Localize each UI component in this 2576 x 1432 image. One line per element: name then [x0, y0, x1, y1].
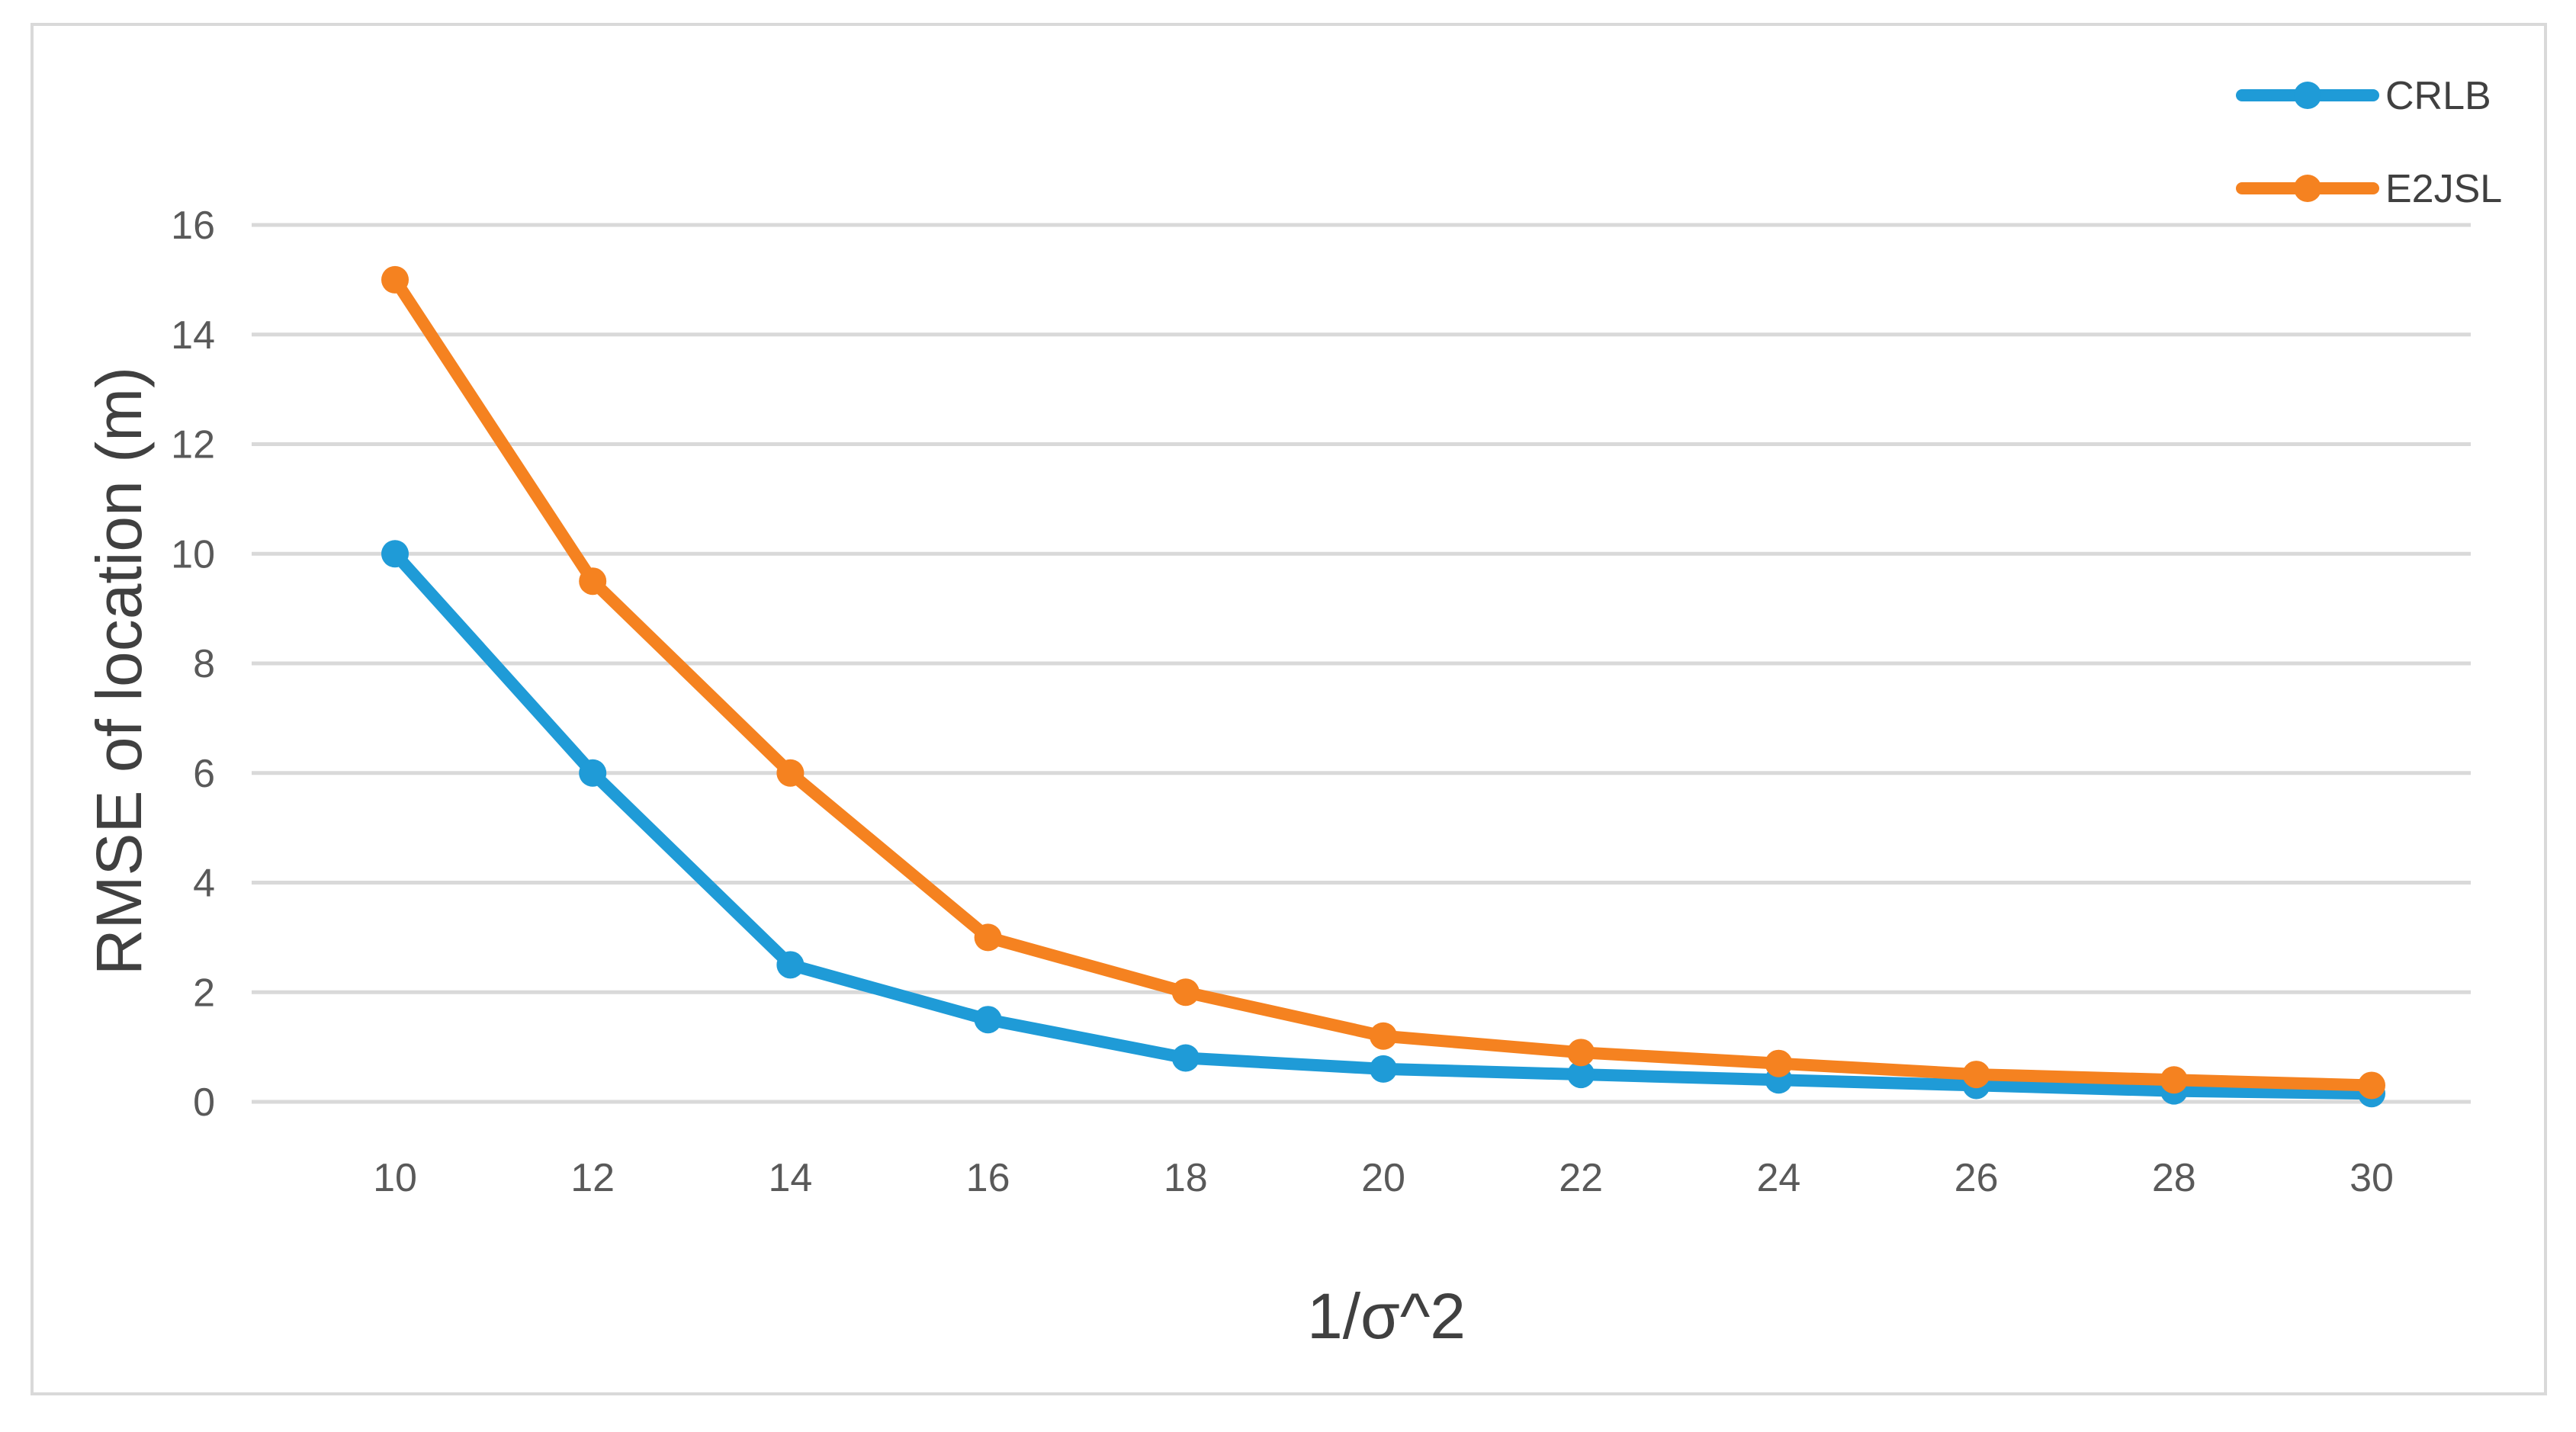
legend-label: CRLB: [2385, 74, 2491, 118]
legend-item-crlb: CRLB: [2236, 74, 2491, 118]
x-tick-label: 12: [570, 1156, 615, 1200]
x-axis-ticks: 10 12 14 16 18 20 22 24 26 28 30: [373, 1156, 2394, 1200]
data-point: [776, 951, 805, 979]
y-tick-label: 0: [193, 1080, 215, 1125]
data-point: [974, 923, 1002, 952]
legend-marker: [2294, 82, 2321, 109]
data-point: [1567, 1061, 1595, 1089]
legend: CRLB E2JSL: [2236, 74, 2502, 211]
legend-marker: [2294, 175, 2321, 202]
data-point: [1171, 978, 1200, 1007]
data-point: [579, 567, 607, 596]
data-point: [579, 759, 607, 787]
y-tick-label: 14: [171, 313, 215, 358]
data-point: [381, 540, 409, 568]
y-axis-ticks: 0 2 4 6 8 10 12 14 16: [171, 204, 215, 1125]
data-point: [1962, 1061, 1990, 1089]
y-tick-label: 16: [171, 204, 215, 248]
x-tick-label: 28: [2152, 1156, 2196, 1200]
data-point: [2160, 1066, 2188, 1094]
data-point: [1370, 1055, 1397, 1083]
y-axis-title: RMSE of location (m): [83, 367, 155, 975]
y-tick-label: 6: [193, 752, 215, 796]
x-tick-label: 10: [373, 1156, 417, 1200]
data-point: [1567, 1039, 1595, 1067]
data-point: [1171, 1044, 1200, 1072]
y-tick-label: 8: [193, 642, 215, 686]
series-e2jsl: [381, 265, 2385, 1100]
data-point: [381, 265, 409, 294]
x-tick-label: 22: [1559, 1156, 1603, 1200]
x-tick-label: 24: [1756, 1156, 1800, 1200]
y-tick-label: 4: [193, 862, 215, 906]
y-tick-label: 12: [171, 423, 215, 467]
series-line: [389, 547, 2378, 1100]
series-layer: [381, 265, 2385, 1108]
y-tick-label: 2: [193, 971, 215, 1015]
y-tick-label: 10: [171, 532, 215, 576]
chart-frame: [31, 23, 2547, 1395]
data-point: [776, 759, 805, 787]
x-tick-label: 14: [768, 1156, 812, 1200]
legend-label: E2JSL: [2385, 167, 2502, 211]
x-axis-title: 1/σ^2: [1307, 1280, 1466, 1352]
data-point: [974, 1006, 1002, 1034]
legend-item-e2jsl: E2JSL: [2236, 167, 2502, 211]
gridlines: [252, 223, 2471, 1104]
x-tick-label: 26: [1954, 1156, 1999, 1200]
x-tick-label: 20: [1361, 1156, 1405, 1200]
data-point: [1370, 1022, 1397, 1050]
data-point: [1765, 1049, 1793, 1077]
x-tick-label: 16: [966, 1156, 1010, 1200]
series-line: [389, 273, 2378, 1092]
x-tick-label: 30: [2350, 1156, 2394, 1200]
data-point: [2358, 1071, 2385, 1100]
series-crlb: [381, 540, 2385, 1108]
x-tick-label: 18: [1164, 1156, 1208, 1200]
